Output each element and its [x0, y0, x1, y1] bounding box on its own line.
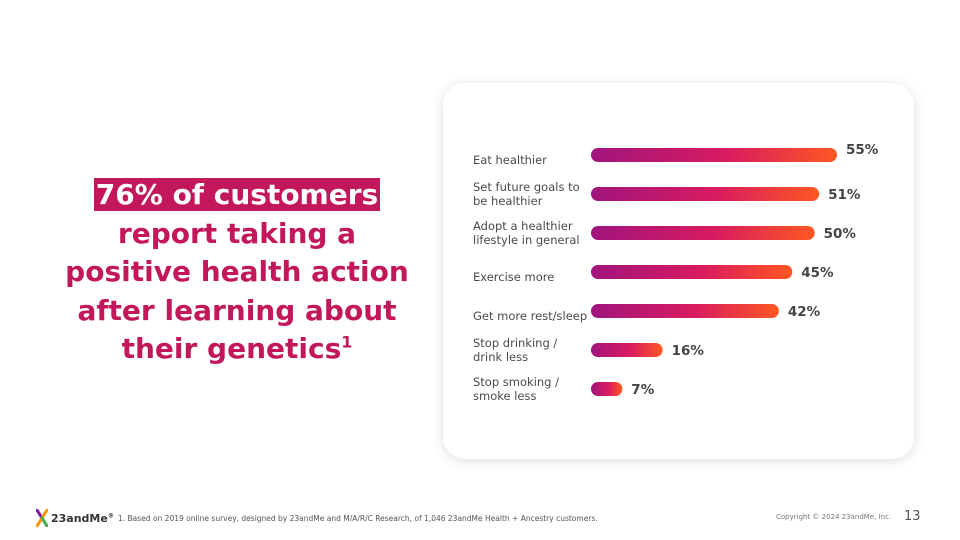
- bar-row-7: [591, 382, 623, 396]
- category-label-row-6: Stop drinking / drink less: [473, 336, 557, 364]
- category-label-row-2: Set future goals to be healthier: [473, 180, 580, 208]
- logo-wordmark: 23andMe®: [51, 511, 114, 525]
- category-label-row-7: Stop smoking / smoke less: [473, 375, 559, 403]
- footnote-marker: 1: [341, 332, 353, 352]
- copyright: Copyright © 2024 23andMe, Inc.: [776, 513, 892, 521]
- chart-card: Eat healthier 55% Set future goals to be he…: [443, 83, 914, 459]
- category-label-row-1: Eat healthier: [473, 153, 547, 167]
- value-label-row-3: 50%: [824, 226, 857, 242]
- bars-group: Eat healthier 55% Set future goals to be he…: [473, 142, 879, 403]
- bar-row-1: [591, 148, 837, 162]
- bar-row-3: [591, 226, 815, 240]
- value-label-row-7: 7%: [631, 382, 654, 398]
- category-label-row-5: Get more rest/sleep: [473, 309, 587, 323]
- page-number: 13: [904, 509, 921, 524]
- headline-line-2: report taking a: [117, 216, 357, 250]
- logo-x-icon: [36, 509, 48, 527]
- category-label-row-3: Adopt a healthier lifestyle in general: [473, 219, 580, 247]
- value-label-row-2: 51%: [828, 187, 861, 203]
- footnote: 1. Based on 2019 online survey, designed…: [118, 514, 598, 523]
- bar-row-4: [591, 265, 793, 279]
- value-label-row-5: 42%: [788, 304, 821, 320]
- headline-line-4: after learning about: [77, 293, 397, 327]
- headline-highlight: 76% of customers: [93, 178, 381, 211]
- category-label-row-4: Exercise more: [473, 270, 554, 284]
- bar-chart: Eat healthier 55% Set future goals to be he…: [473, 142, 879, 403]
- value-label-row-6: 16%: [672, 343, 705, 359]
- company-logo: 23andMe®: [36, 508, 114, 528]
- bar-row-6: [591, 343, 663, 357]
- value-label-row-1: 55%: [846, 142, 879, 158]
- logo-registered-mark: ®: [107, 511, 114, 519]
- headline-line-5: their genetics: [121, 332, 342, 365]
- bar-row-2: [591, 187, 820, 201]
- bar-row-5: [591, 304, 779, 318]
- headline-line-3: positive health action: [65, 255, 409, 288]
- value-label-row-4: 45%: [801, 265, 834, 281]
- headline: 76% of customers report taking a positiv…: [52, 176, 422, 369]
